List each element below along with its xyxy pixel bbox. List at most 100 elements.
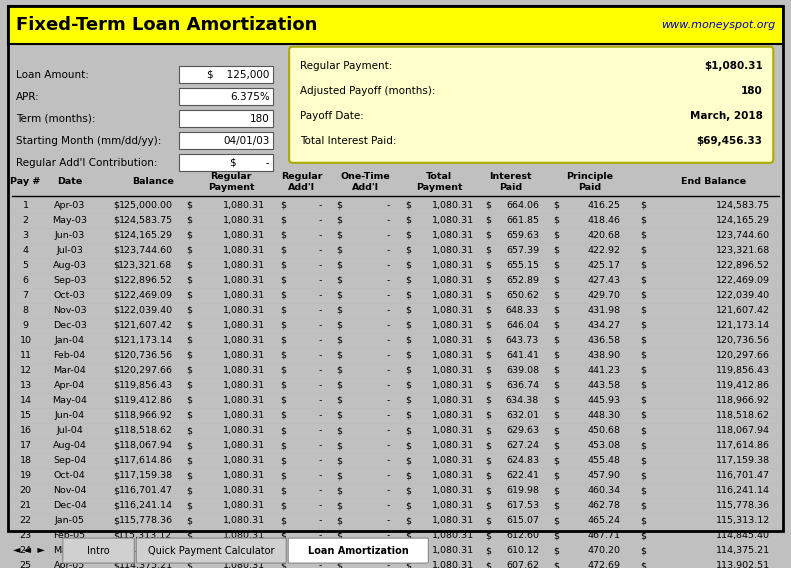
Text: $: $ [553, 546, 558, 555]
Text: 1,080.31: 1,080.31 [222, 441, 265, 450]
Text: 122,896.52: 122,896.52 [119, 276, 172, 285]
Text: $: $ [485, 531, 491, 540]
Text: $: $ [113, 306, 119, 315]
Text: $: $ [280, 441, 286, 450]
Text: 116,701.47: 116,701.47 [119, 486, 172, 495]
Text: $: $ [553, 501, 558, 510]
Text: $: $ [336, 321, 343, 330]
Text: 1,080.31: 1,080.31 [222, 486, 265, 495]
Text: $: $ [113, 441, 119, 450]
Text: $: $ [113, 201, 119, 210]
Text: $: $ [485, 306, 491, 315]
Text: $: $ [553, 201, 558, 210]
Text: 627.24: 627.24 [506, 441, 539, 450]
Text: 121,607.42: 121,607.42 [119, 321, 172, 330]
Text: 122,469.09: 122,469.09 [717, 276, 770, 285]
Text: $: $ [405, 411, 411, 420]
Text: 641.41: 641.41 [506, 351, 539, 360]
Text: 1,080.31: 1,080.31 [432, 516, 475, 525]
Text: $: $ [405, 216, 411, 225]
Text: 639.08: 639.08 [506, 366, 539, 375]
Text: $: $ [186, 546, 192, 555]
Text: $: $ [485, 336, 491, 345]
Text: 17: 17 [20, 441, 32, 450]
Text: 1,080.31: 1,080.31 [432, 201, 475, 210]
Text: 5: 5 [23, 261, 28, 270]
Text: May-03: May-03 [52, 216, 87, 225]
Text: $: $ [113, 366, 119, 375]
Text: 116,241.14: 116,241.14 [717, 486, 770, 495]
Text: 1,080.31: 1,080.31 [432, 261, 475, 270]
Text: $: $ [113, 321, 119, 330]
Text: $: $ [553, 426, 558, 435]
Text: Balance: Balance [132, 177, 174, 186]
Text: -: - [387, 321, 390, 330]
Text: 655.15: 655.15 [506, 261, 539, 270]
Text: $: $ [485, 426, 491, 435]
Text: $: $ [405, 426, 411, 435]
Text: $: $ [186, 216, 192, 225]
Text: $: $ [485, 546, 491, 555]
Text: $: $ [113, 231, 119, 240]
Text: $: $ [485, 411, 491, 420]
Text: 1,080.31: 1,080.31 [432, 411, 475, 420]
Text: -: - [387, 546, 390, 555]
Text: 622.41: 622.41 [506, 471, 539, 480]
Text: -: - [387, 246, 390, 255]
Text: $: $ [186, 321, 192, 330]
Text: $: $ [336, 261, 343, 270]
Text: $: $ [186, 231, 192, 240]
Text: 1,080.31: 1,080.31 [222, 546, 265, 555]
Text: 650.62: 650.62 [506, 291, 539, 300]
Text: 467.71: 467.71 [588, 531, 620, 540]
Text: 117,614.86: 117,614.86 [717, 441, 770, 450]
Text: 436.58: 436.58 [587, 336, 620, 345]
Text: $: $ [640, 441, 646, 450]
Text: 123,744.60: 123,744.60 [716, 231, 770, 240]
Text: $: $ [553, 246, 558, 255]
Text: $: $ [640, 546, 646, 555]
Text: -: - [387, 276, 390, 285]
Text: $: $ [186, 456, 192, 465]
Text: $: $ [280, 411, 286, 420]
Text: Feb-05: Feb-05 [54, 531, 85, 540]
Bar [180, 87, 273, 105]
Text: $: $ [280, 351, 286, 360]
Text: -: - [318, 201, 321, 210]
Text: Jan-04: Jan-04 [55, 336, 85, 345]
Text: -: - [387, 411, 390, 420]
Text: -: - [387, 501, 390, 510]
Text: 115,313.12: 115,313.12 [119, 531, 172, 540]
Text: $: $ [553, 306, 558, 315]
Text: $: $ [553, 366, 558, 375]
Text: -: - [318, 306, 321, 315]
Text: 434.27: 434.27 [587, 321, 620, 330]
Text: 1,080.31: 1,080.31 [432, 351, 475, 360]
Text: 3: 3 [22, 231, 28, 240]
Text: Regular
Add'l: Regular Add'l [281, 172, 323, 191]
Text: 24: 24 [20, 546, 32, 555]
Text: 119,412.86: 119,412.86 [717, 381, 770, 390]
Text: $: $ [336, 501, 343, 510]
Text: 1,080.31: 1,080.31 [222, 531, 265, 540]
Text: $: $ [485, 396, 491, 405]
Text: 1,080.31: 1,080.31 [222, 201, 265, 210]
Text: $: $ [186, 411, 192, 420]
Text: $: $ [280, 261, 286, 270]
Text: $: $ [280, 291, 286, 300]
Text: $: $ [186, 381, 192, 390]
Text: 1,080.31: 1,080.31 [432, 291, 475, 300]
Text: 117,614.86: 117,614.86 [119, 456, 172, 465]
Text: 124,165.29: 124,165.29 [717, 216, 770, 225]
Text: 634.38: 634.38 [505, 396, 539, 405]
Text: $: $ [485, 471, 491, 480]
Text: $: $ [640, 381, 646, 390]
Text: 122,039.40: 122,039.40 [119, 306, 172, 315]
Text: 629.63: 629.63 [506, 426, 539, 435]
Text: $: $ [640, 291, 646, 300]
Text: $: $ [553, 381, 558, 390]
Text: 632.01: 632.01 [506, 411, 539, 420]
Text: Oct-03: Oct-03 [54, 291, 85, 300]
Text: 1,080.31: 1,080.31 [432, 321, 475, 330]
Text: $: $ [280, 531, 286, 540]
